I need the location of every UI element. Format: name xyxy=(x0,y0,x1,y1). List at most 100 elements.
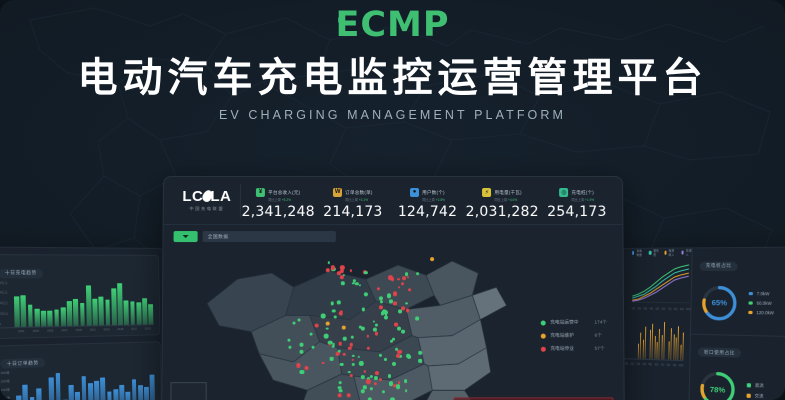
station-dot[interactable] xyxy=(418,359,422,363)
station-dot[interactable] xyxy=(326,327,329,330)
station-dot[interactable] xyxy=(321,313,326,319)
station-dot[interactable] xyxy=(340,281,345,286)
kpi-value: 2,031,282 xyxy=(465,203,539,220)
bar xyxy=(647,318,649,359)
station-dot[interactable] xyxy=(338,388,343,393)
legend-label: 7.0kW xyxy=(756,291,770,297)
station-dot[interactable] xyxy=(295,363,301,368)
station-dot[interactable] xyxy=(366,379,371,384)
axis-tick: 7月 xyxy=(667,307,672,311)
station-dot[interactable] xyxy=(323,333,329,339)
gauge-percent: 78% xyxy=(709,384,726,395)
station-dot[interactable] xyxy=(395,353,400,358)
station-dot[interactable] xyxy=(378,296,383,301)
bar xyxy=(68,385,74,400)
gauge-card-1: 桩口使用占比 78% 直流78% 交流22% xyxy=(689,334,785,400)
legend-item[interactable]: 服务费 xyxy=(648,249,659,257)
station-dot[interactable] xyxy=(337,392,342,397)
legend-label: 直流 xyxy=(754,382,764,389)
gauge-percent: 65% xyxy=(711,297,728,308)
station-dot[interactable] xyxy=(329,357,334,361)
station-dot[interactable] xyxy=(363,270,368,275)
station-dot[interactable] xyxy=(299,349,304,354)
station-dot[interactable] xyxy=(292,321,296,325)
legend-dot xyxy=(541,346,547,352)
station-dot[interactable] xyxy=(408,288,412,292)
station-dot[interactable] xyxy=(397,277,400,281)
station-dot[interactable] xyxy=(373,375,378,380)
station-dot[interactable] xyxy=(363,370,367,373)
legend-item-2[interactable]: 充电站停业 57个 xyxy=(541,346,607,352)
station-dot[interactable] xyxy=(341,325,346,330)
station-dot[interactable] xyxy=(338,342,342,346)
bar xyxy=(66,301,73,326)
station-dot[interactable] xyxy=(343,336,347,341)
station-dot[interactable] xyxy=(327,261,330,264)
axis-tick: 2月 xyxy=(630,362,635,366)
station-dot[interactable] xyxy=(299,343,304,347)
axis-tick: 9月 xyxy=(672,363,677,368)
station-dot[interactable] xyxy=(407,354,411,359)
legend-label: 120.0kW xyxy=(756,309,775,316)
station-dot[interactable] xyxy=(358,360,364,366)
station-dot[interactable] xyxy=(361,307,366,312)
bar xyxy=(73,298,79,326)
station-dot[interactable] xyxy=(338,381,342,384)
station-dot[interactable] xyxy=(287,345,292,349)
station-dot[interactable] xyxy=(330,265,335,270)
gauge-legend: 直流78% 交流22% xyxy=(746,382,785,400)
page-title: 电动汽车充电监控运营管理平台 xyxy=(77,55,708,101)
station-dot[interactable] xyxy=(311,345,315,349)
station-dot[interactable] xyxy=(360,389,365,394)
station-dot[interactable] xyxy=(393,301,397,306)
station-dot[interactable] xyxy=(430,257,435,262)
station-dot[interactable] xyxy=(374,370,379,375)
axis-tick: 3月 xyxy=(643,307,648,311)
station-dot[interactable] xyxy=(346,392,351,397)
legend-dot xyxy=(681,250,684,255)
bar xyxy=(136,302,142,325)
station-dot[interactable] xyxy=(337,271,341,275)
legend-item[interactable]: 充电电量 xyxy=(632,249,644,257)
station-dot[interactable] xyxy=(340,265,345,270)
station-dot[interactable] xyxy=(355,282,359,286)
station-dot[interactable] xyxy=(321,361,325,365)
station-dot[interactable] xyxy=(337,300,341,304)
station-dot[interactable] xyxy=(387,374,392,378)
kpi-label: 充电桩(个) 同比上周 +1.9% xyxy=(571,190,595,203)
station-dot[interactable] xyxy=(361,374,366,379)
axis-tick: 4月 xyxy=(649,307,654,311)
station-dot[interactable] xyxy=(415,316,419,321)
bar xyxy=(113,389,119,400)
bar xyxy=(661,334,663,360)
legend-item-0[interactable]: 充电站运营中 174个 xyxy=(541,320,607,326)
legend-dot xyxy=(541,320,547,326)
map-legend: 充电站运营中 174个 充电站维护 6个 充电站停业 57个 xyxy=(541,320,607,352)
station-dot[interactable] xyxy=(342,352,346,356)
station-dot[interactable] xyxy=(351,354,355,357)
station-dot[interactable] xyxy=(331,344,335,348)
station-dot[interactable] xyxy=(403,379,408,383)
axis-tick: 20万元 xyxy=(0,301,8,306)
axis-tick: 40万元 xyxy=(0,281,8,285)
bar xyxy=(34,309,40,327)
station-dot[interactable] xyxy=(331,309,336,313)
station-dot[interactable] xyxy=(401,306,405,311)
station-dot[interactable] xyxy=(351,281,355,285)
station-dot[interactable] xyxy=(325,321,330,326)
legend-label: 电费收入 xyxy=(668,248,675,257)
station-dot[interactable] xyxy=(378,377,382,382)
line-x-axis-labels: 1月 2月 3月 4月 5月 6月 7月 8月 9月 10月 xyxy=(619,306,690,311)
station-dot[interactable] xyxy=(395,384,401,389)
station-dot[interactable] xyxy=(374,331,379,336)
legend-item[interactable]: 总收入 xyxy=(681,248,692,257)
station-dot[interactable] xyxy=(394,322,398,327)
station-dot[interactable] xyxy=(372,320,376,323)
station-dot[interactable] xyxy=(299,369,305,375)
station-dot[interactable] xyxy=(297,318,301,322)
legend-item[interactable]: 电费收入 xyxy=(664,249,676,257)
minimap[interactable] xyxy=(170,382,207,400)
legend-item-1[interactable]: 充电站维护 6个 xyxy=(541,333,607,339)
station-dot[interactable] xyxy=(349,343,353,347)
